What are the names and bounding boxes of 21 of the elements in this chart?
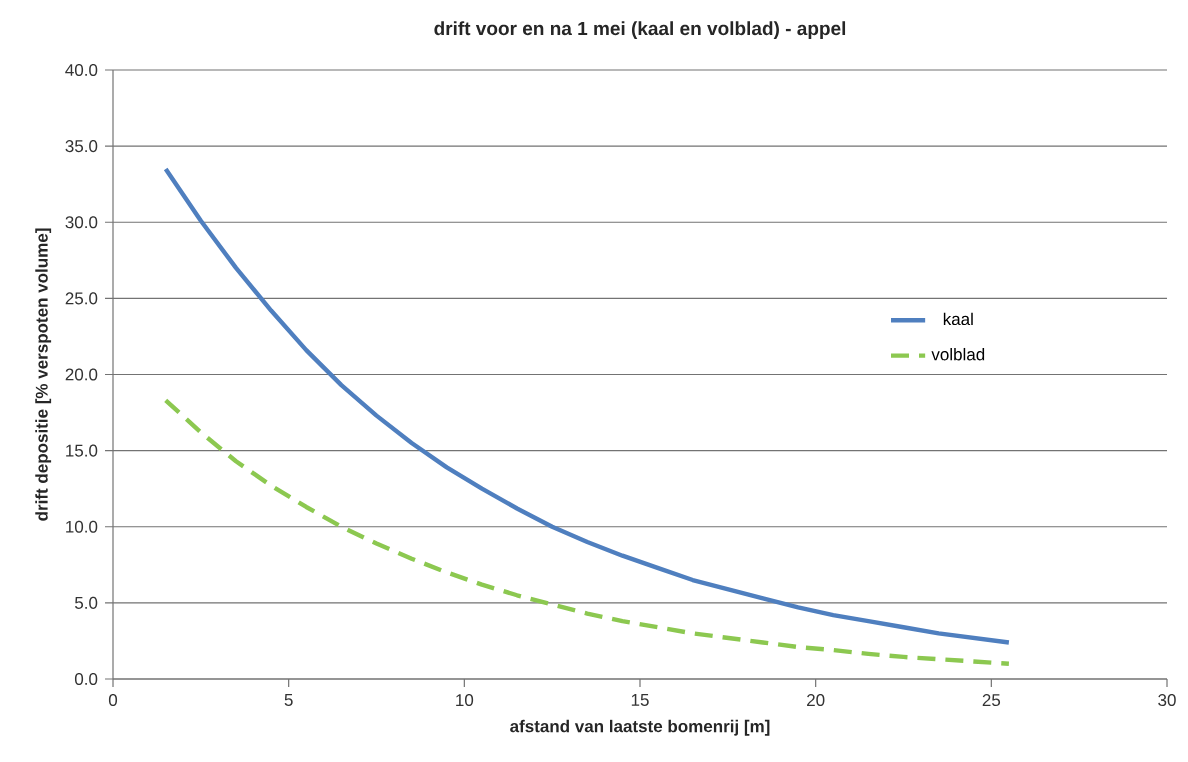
x-tick-label: 0: [108, 694, 118, 707]
y-tick-label: 10.0: [66, 520, 98, 533]
y-tick-label: 25.0: [65, 292, 98, 305]
legend-label: volblad: [931, 347, 985, 361]
y-tick-label: 35.0: [65, 140, 98, 153]
x-tick-label: 20: [807, 694, 825, 707]
y-tick-label: 5.0: [75, 596, 98, 609]
x-tick-label: 5: [284, 694, 293, 706]
y-tick-label: 40.0: [65, 64, 98, 77]
y-tick-label: 0.0: [74, 673, 98, 686]
x-axis-title: afstand van laatste bomenrij [m]: [510, 719, 770, 736]
chart-title: drift voor en na 1 mei (kaal en volblad) - appel: [434, 21, 846, 39]
x-tick-label: 30: [1158, 694, 1176, 707]
y-tick-label: 30.0: [65, 216, 98, 229]
x-tick-label: 25: [982, 694, 1001, 707]
y-tick-label: 20.0: [65, 368, 98, 381]
y-tick-label: 15.0: [66, 444, 98, 457]
x-tick-label: 10: [456, 694, 474, 707]
x-tick-label: 15: [631, 694, 649, 706]
y-axis-title: drift depositie [% verspoten volume]: [35, 228, 52, 521]
legend-label: kaal: [943, 312, 973, 326]
